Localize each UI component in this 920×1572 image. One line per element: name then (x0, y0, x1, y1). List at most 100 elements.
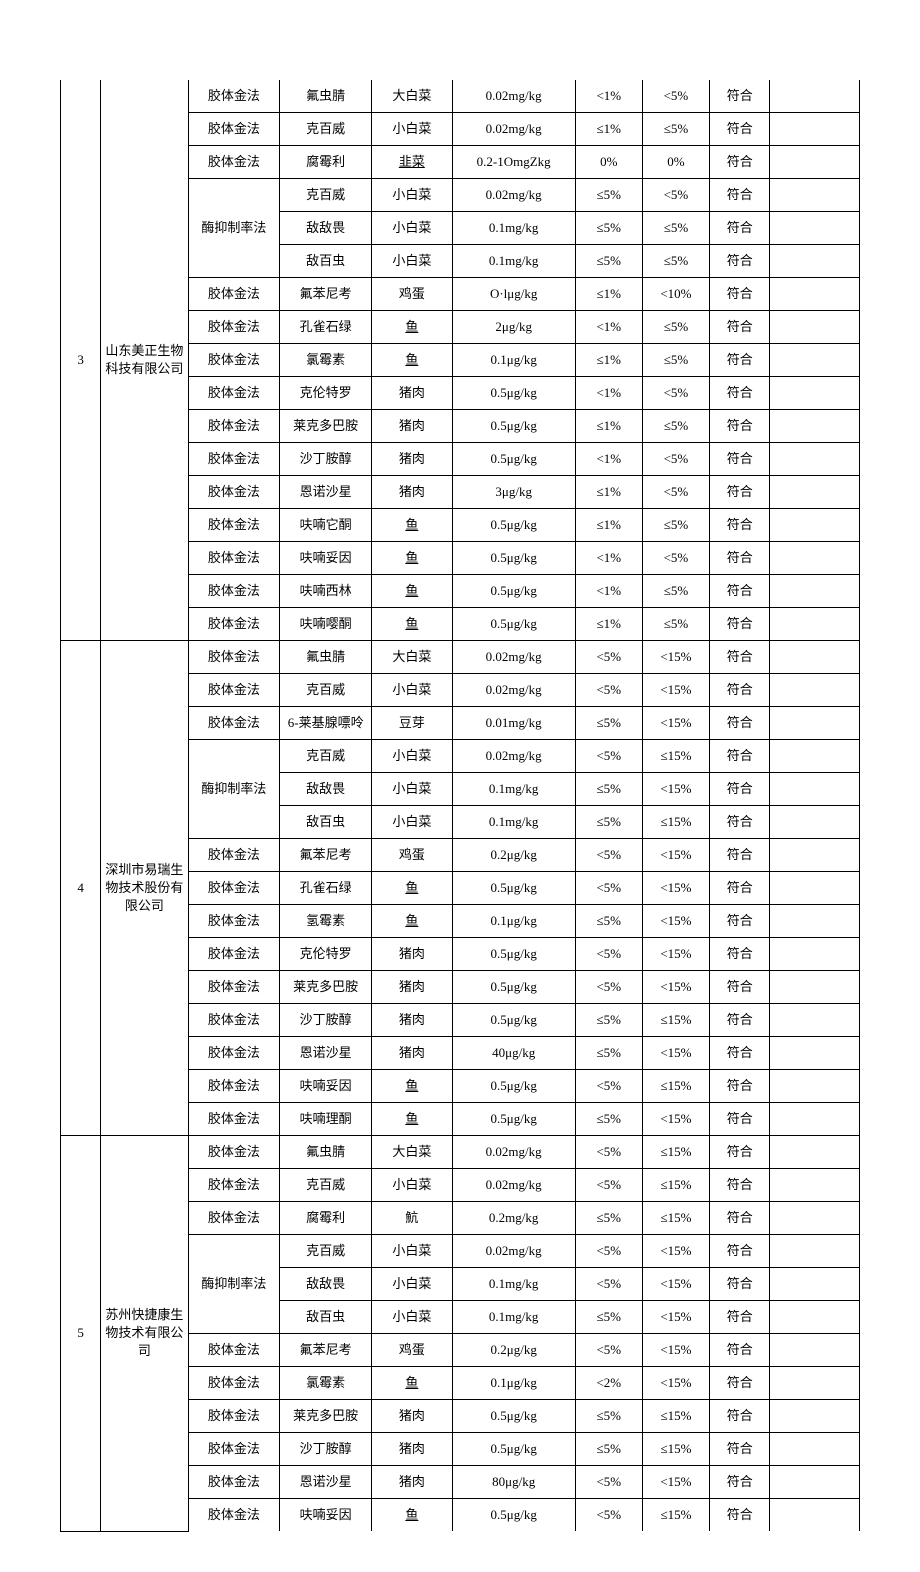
method-cell: 胶体金法 (188, 1400, 280, 1433)
analyte-cell: 敌敌畏 (280, 212, 372, 245)
method-cell: 胶体金法 (188, 146, 280, 179)
analyte-cell: 呋喃嘤酮 (280, 608, 372, 641)
false-negative-cell: <15% (642, 641, 709, 674)
method-cell: 胶体金法 (188, 905, 280, 938)
limit-cell: 0.1mg/kg (452, 245, 575, 278)
sample-cell: 小白菜 (372, 212, 453, 245)
false-negative-cell: <15% (642, 1268, 709, 1301)
remark-cell (770, 476, 860, 509)
analyte-cell: 氯霉素 (280, 344, 372, 377)
false-negative-cell: ≤5% (642, 113, 709, 146)
group-index: 3 (61, 80, 101, 641)
data-table: 3山东美正生物科技有限公司胶体金法氟虫腈大白菜0.02mg/kg<1%<5%符合… (60, 80, 860, 1532)
method-cell: 酶抑制率法 (188, 740, 280, 839)
false-negative-cell: <15% (642, 1334, 709, 1367)
remark-cell (770, 1169, 860, 1202)
false-positive-cell: ≤5% (575, 212, 642, 245)
sample-cell: 鸡蛋 (372, 278, 453, 311)
remark-cell (770, 245, 860, 278)
false-positive-cell: <1% (575, 542, 642, 575)
analyte-cell: 呋喃妥因 (280, 1499, 372, 1532)
sample-cell: 小白菜 (372, 740, 453, 773)
limit-cell: 0.2μg/kg (452, 839, 575, 872)
false-negative-cell: <15% (642, 773, 709, 806)
result-cell: 符合 (710, 1433, 770, 1466)
false-negative-cell: ≤15% (642, 1169, 709, 1202)
sample-cell: 小白菜 (372, 245, 453, 278)
result-cell: 符合 (710, 608, 770, 641)
method-cell: 胶体金法 (188, 80, 280, 113)
method-cell: 酶抑制率法 (188, 1235, 280, 1334)
result-cell: 符合 (710, 839, 770, 872)
remark-cell (770, 1367, 860, 1400)
false-negative-cell: ≤15% (642, 1136, 709, 1169)
sample-cell: 大白菜 (372, 1136, 453, 1169)
limit-cell: 0.2-1OmgZkg (452, 146, 575, 179)
analyte-cell: 敌百虫 (280, 245, 372, 278)
table-row: 4深圳市易瑞生物技术股份有限公司胶体金法氟虫腈大白菜0.02mg/kg<5%<1… (61, 641, 860, 674)
false-positive-cell: ≤5% (575, 905, 642, 938)
false-negative-cell: <5% (642, 377, 709, 410)
method-cell: 胶体金法 (188, 608, 280, 641)
sample-cell: 鱼 (372, 1367, 453, 1400)
false-negative-cell: <15% (642, 872, 709, 905)
result-cell: 符合 (710, 938, 770, 971)
false-positive-cell: <5% (575, 971, 642, 1004)
false-negative-cell: ≤15% (642, 1202, 709, 1235)
false-negative-cell: ≤5% (642, 311, 709, 344)
limit-cell: 0.5μg/kg (452, 1004, 575, 1037)
result-cell: 符合 (710, 146, 770, 179)
sample-cell: 小白菜 (372, 1268, 453, 1301)
false-positive-cell: <5% (575, 1268, 642, 1301)
limit-cell: 0.5μg/kg (452, 872, 575, 905)
false-positive-cell: <5% (575, 740, 642, 773)
false-positive-cell: 0% (575, 146, 642, 179)
false-positive-cell: ≤5% (575, 1037, 642, 1070)
remark-cell (770, 146, 860, 179)
false-positive-cell: <5% (575, 1070, 642, 1103)
sample-cell: 小白菜 (372, 113, 453, 146)
limit-cell: 0.5μg/kg (452, 938, 575, 971)
sample-cell: 小白菜 (372, 1235, 453, 1268)
false-negative-cell: <5% (642, 80, 709, 113)
result-cell: 符合 (710, 1367, 770, 1400)
sample-cell: 猪肉 (372, 971, 453, 1004)
limit-cell: 0.02mg/kg (452, 1169, 575, 1202)
sample-cell: 猪肉 (372, 476, 453, 509)
analyte-cell: 沙丁胺醇 (280, 1433, 372, 1466)
analyte-cell: 孔雀石绿 (280, 311, 372, 344)
remark-cell (770, 1070, 860, 1103)
remark-cell (770, 938, 860, 971)
table-row: 3山东美正生物科技有限公司胶体金法氟虫腈大白菜0.02mg/kg<1%<5%符合 (61, 80, 860, 113)
remark-cell (770, 509, 860, 542)
sample-cell: 鸡蛋 (372, 1334, 453, 1367)
sample-cell: 鱼 (372, 1499, 453, 1532)
sample-cell: 大白菜 (372, 641, 453, 674)
result-cell: 符合 (710, 707, 770, 740)
limit-cell: 0.5μg/kg (452, 542, 575, 575)
sample-cell: 鱼 (372, 311, 453, 344)
limit-cell: 0.1mg/kg (452, 806, 575, 839)
analyte-cell: 氟虫腈 (280, 1136, 372, 1169)
limit-cell: 0.1mg/kg (452, 212, 575, 245)
remark-cell (770, 806, 860, 839)
result-cell: 符合 (710, 1466, 770, 1499)
method-cell: 胶体金法 (188, 839, 280, 872)
remark-cell (770, 410, 860, 443)
remark-cell (770, 1499, 860, 1532)
remark-cell (770, 773, 860, 806)
analyte-cell: 敌百虫 (280, 806, 372, 839)
sample-cell: 小白菜 (372, 1169, 453, 1202)
sample-cell: 小白菜 (372, 179, 453, 212)
sample-cell: 豆芽 (372, 707, 453, 740)
false-negative-cell: <15% (642, 1103, 709, 1136)
limit-cell: 0.1mg/kg (452, 773, 575, 806)
remark-cell (770, 1466, 860, 1499)
analyte-cell: 莱克多巴胺 (280, 1400, 372, 1433)
limit-cell: 0.02mg/kg (452, 113, 575, 146)
sample-cell: 小白菜 (372, 773, 453, 806)
limit-cell: 0.5μg/kg (452, 575, 575, 608)
analyte-cell: 氟虫腈 (280, 641, 372, 674)
method-cell: 胶体金法 (188, 1103, 280, 1136)
sample-cell: 猪肉 (372, 1466, 453, 1499)
